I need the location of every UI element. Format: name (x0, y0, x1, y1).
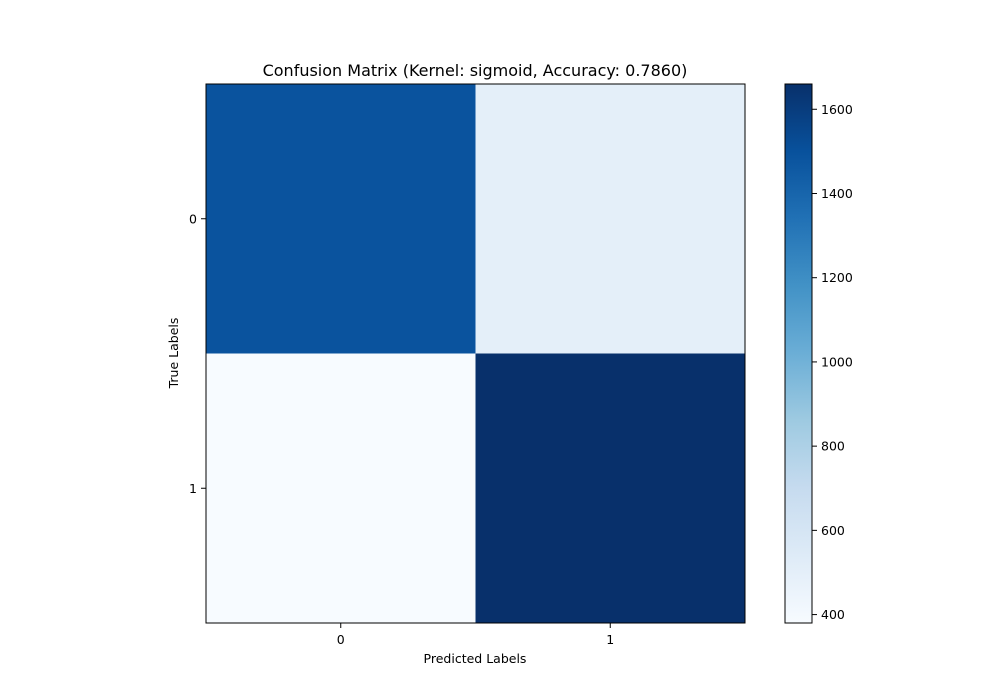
colorbar (785, 84, 812, 623)
heatmap-cells (206, 84, 746, 624)
chart-title: Confusion Matrix (Kernel: sigmoid, Accur… (263, 61, 688, 80)
colorbar-tick-label: 600 (821, 523, 845, 538)
colorbar-frame (784, 83, 813, 624)
y-axis-ticks: 01 (189, 211, 206, 496)
plot-frame (205, 83, 746, 624)
colorbar-tick-label: 1600 (821, 102, 853, 117)
x-axis-label: Predicted Labels (424, 651, 527, 666)
colorbar-tick-label: 1200 (821, 270, 853, 285)
heatmap-cell-1-1 (475, 353, 746, 624)
colorbar-ticks: 400 600 800 1000 1200 1400 1600 (812, 102, 853, 622)
y-axis-label: True Labels (166, 318, 181, 390)
heatmap-cell-0-1 (475, 84, 746, 354)
y-tick-label: 1 (189, 481, 197, 496)
heatmap-cell-1-0 (206, 353, 476, 624)
colorbar-tick-label: 1400 (821, 186, 853, 201)
heatmap-cell-0-0 (206, 84, 476, 354)
x-tick-label: 1 (606, 632, 614, 647)
colorbar-tick-label: 800 (821, 439, 845, 454)
colorbar-tick-label: 1000 (821, 354, 853, 369)
y-tick-label: 0 (189, 211, 197, 226)
x-tick-label: 0 (337, 632, 345, 647)
colorbar-tick-label: 400 (821, 607, 845, 622)
